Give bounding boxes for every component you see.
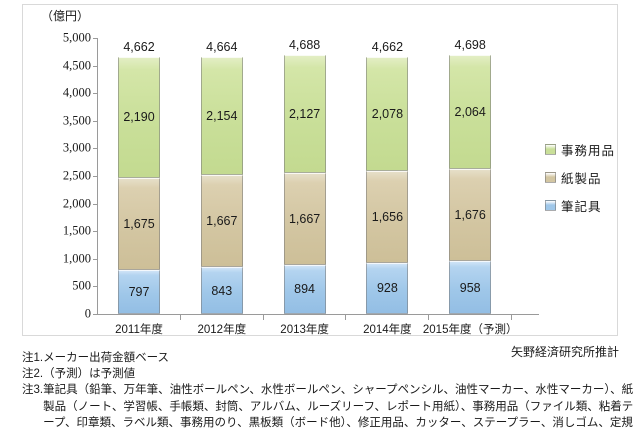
x-axis-category-label: 2014年度 <box>363 324 412 336</box>
bar-segment-value-label: 894 <box>294 282 316 297</box>
bar-segment-value-label: 1,656 <box>371 210 404 225</box>
x-axis-separator-tick <box>428 314 430 320</box>
footnote-number: 注2. <box>22 368 44 381</box>
y-axis-tick-label: 1,500 <box>62 223 91 238</box>
legend-item-paper[interactable]: 紙製品 <box>545 168 615 187</box>
x-axis-category-label: 2013年度 <box>280 324 329 336</box>
bar-total-label: 4,698 <box>454 37 486 52</box>
x-axis-category-label: 2012年度 <box>197 324 247 336</box>
x-axis-line <box>97 314 539 315</box>
footnote-text: （予測）は予測値 <box>43 368 136 381</box>
y-axis-tick-mark <box>93 231 97 233</box>
bar-segment[interactable]: 1,667 <box>283 172 326 265</box>
bar-segment[interactable]: 928 <box>366 262 409 314</box>
bar-segment[interactable]: 2,190 <box>118 56 160 178</box>
bar-segment-value-label: 843 <box>211 283 233 298</box>
bar-segment-value-label: 1,667 <box>288 211 321 226</box>
x-axis-category-label: 2015年度（予測） <box>422 324 518 336</box>
y-axis-tick-label: 2,500 <box>62 168 91 183</box>
bar-segment-value-label: 928 <box>376 281 398 296</box>
footnote-number: 注3. <box>22 384 44 397</box>
legend-swatch-icon <box>545 200 556 211</box>
bar-segment-value-label: 2,064 <box>454 104 486 119</box>
y-axis-tick-mark <box>93 93 97 95</box>
y-axis-tick-mark <box>93 258 97 260</box>
bar-segment-value-label: 2,154 <box>206 109 238 123</box>
bar-group[interactable]: 2,064 1,676 958 4,698 2015年度（予測） <box>423 38 518 336</box>
legend-swatch-icon <box>545 144 556 155</box>
bar-group[interactable]: 2,078 1,656 928 4,662 2014年度 <box>363 40 412 336</box>
y-axis-tick-mark <box>93 65 97 67</box>
bar-segment-value-label: 1,667 <box>206 214 238 229</box>
y-axis-line <box>97 38 98 315</box>
y-axis-tick-label: 5,000 <box>62 30 91 45</box>
bar-total-label: 4,662 <box>123 39 155 54</box>
footnotes: 注1. メーカー出荷金額ベース 注2. （予測）は予測値 注3. 筆記具（鉛筆、万年筆、油… <box>22 350 634 431</box>
bar-segment-value-label: 797 <box>128 285 150 299</box>
legend-swatch-icon <box>545 172 556 183</box>
legend-label: 紙製品 <box>561 172 602 186</box>
source-attribution: 矢野経済研究所推計 <box>510 345 619 359</box>
bar-segment[interactable]: 2,078 <box>366 56 409 172</box>
y-axis-tick-label: 4,500 <box>62 58 91 73</box>
y-axis-tick-mark <box>93 38 97 39</box>
bar-segment[interactable]: 1,667 <box>200 175 243 268</box>
legend-item-office[interactable]: 事務用品 <box>545 140 615 159</box>
footnote-number: 注1. <box>22 352 44 364</box>
bar-segment[interactable]: 2,154 <box>200 56 243 176</box>
bar-segment-value-label: 1,676 <box>454 207 486 222</box>
y-axis-tick-mark <box>93 148 97 150</box>
x-axis-separator-tick <box>345 314 347 320</box>
bar-segment-value-label: 958 <box>459 280 481 295</box>
x-axis-separator-tick <box>179 314 181 320</box>
y-axis-tick-label: 3,500 <box>62 113 91 128</box>
bar-segment[interactable]: 797 <box>118 270 160 314</box>
bar-segment[interactable]: 958 <box>449 261 492 314</box>
y-axis-unit-label: （億円） <box>41 9 90 23</box>
y-axis-tick-label: 4,000 <box>62 85 91 100</box>
y-axis-tick-label: 1,000 <box>62 251 91 266</box>
y-axis-tick-mark <box>93 203 97 205</box>
bar-segment[interactable]: 1,676 <box>449 168 492 262</box>
y-axis-tick-mark <box>93 120 97 122</box>
legend-label: 筆記具 <box>561 200 602 214</box>
y-axis-tick-label: 3,000 <box>62 140 91 155</box>
bar-segment[interactable]: 2,127 <box>283 55 326 173</box>
footnote-text: 筆記具（鉛筆、万年筆、油性ボールペン、水性ボールペン、シャープペンシル、油性マー… <box>43 384 634 429</box>
bar-segment-value-label: 1,675 <box>123 216 155 231</box>
bar-segment[interactable]: 1,675 <box>118 177 160 271</box>
bar-segment[interactable]: 894 <box>283 264 326 314</box>
legend-item-writing[interactable]: 筆記具 <box>545 196 615 215</box>
bar-total-label: 4,664 <box>206 39 238 54</box>
bar-total-label: 4,688 <box>288 38 321 53</box>
bar-segment[interactable]: 1,656 <box>366 171 409 263</box>
chart-container: （億円） 5,000 4,500 4,000 3,500 3,000 2,500 2,000… <box>22 4 618 336</box>
x-axis-category-label: 2011年度 <box>115 324 163 336</box>
footnote-text: メーカー出荷金額ベース <box>43 352 170 364</box>
y-axis-tick-mark <box>93 286 97 288</box>
plot-area: 5,000 4,500 4,000 3,500 3,000 2,500 2,000 1,500… <box>63 31 518 337</box>
x-axis-separator-tick <box>511 314 512 320</box>
x-axis-separator-tick <box>262 314 264 320</box>
footnote-line: 注1. メーカー出荷金額ベース <box>22 350 634 366</box>
footnote-line: 注2. （予測）は予測値 <box>22 366 634 382</box>
bar-segment-value-label: 2,078 <box>371 107 404 122</box>
bar-group[interactable]: 2,127 1,667 894 4,688 2013年度 <box>280 38 329 336</box>
bar-segment[interactable]: 843 <box>200 267 243 314</box>
y-axis-tick-label: 2,000 <box>62 196 91 211</box>
chart-legend: 事務用品紙製品筆記具 <box>545 140 615 224</box>
y-axis-tick-label: 0 <box>84 306 91 321</box>
legend-label: 事務用品 <box>561 144 616 158</box>
bar-segment[interactable]: 2,064 <box>449 54 492 169</box>
y-axis-tick-label: 500 <box>72 278 91 293</box>
bar-segment-value-label: 2,190 <box>123 110 155 125</box>
y-axis-tick-mark <box>93 176 97 177</box>
bar-total-label: 4,662 <box>371 39 404 54</box>
footnote-line: 注3. 筆記具（鉛筆、万年筆、油性ボールペン、水性ボールペン、シャープペンシル、油… <box>22 382 634 431</box>
bar-group[interactable]: 2,190 1,675 797 4,662 2011年度 <box>115 40 163 336</box>
bar-group[interactable]: 2,154 1,667 843 4,664 2012年度 <box>198 40 247 336</box>
y-axis-tick-mark <box>93 314 97 315</box>
bar-segment-value-label: 2,127 <box>288 106 321 121</box>
